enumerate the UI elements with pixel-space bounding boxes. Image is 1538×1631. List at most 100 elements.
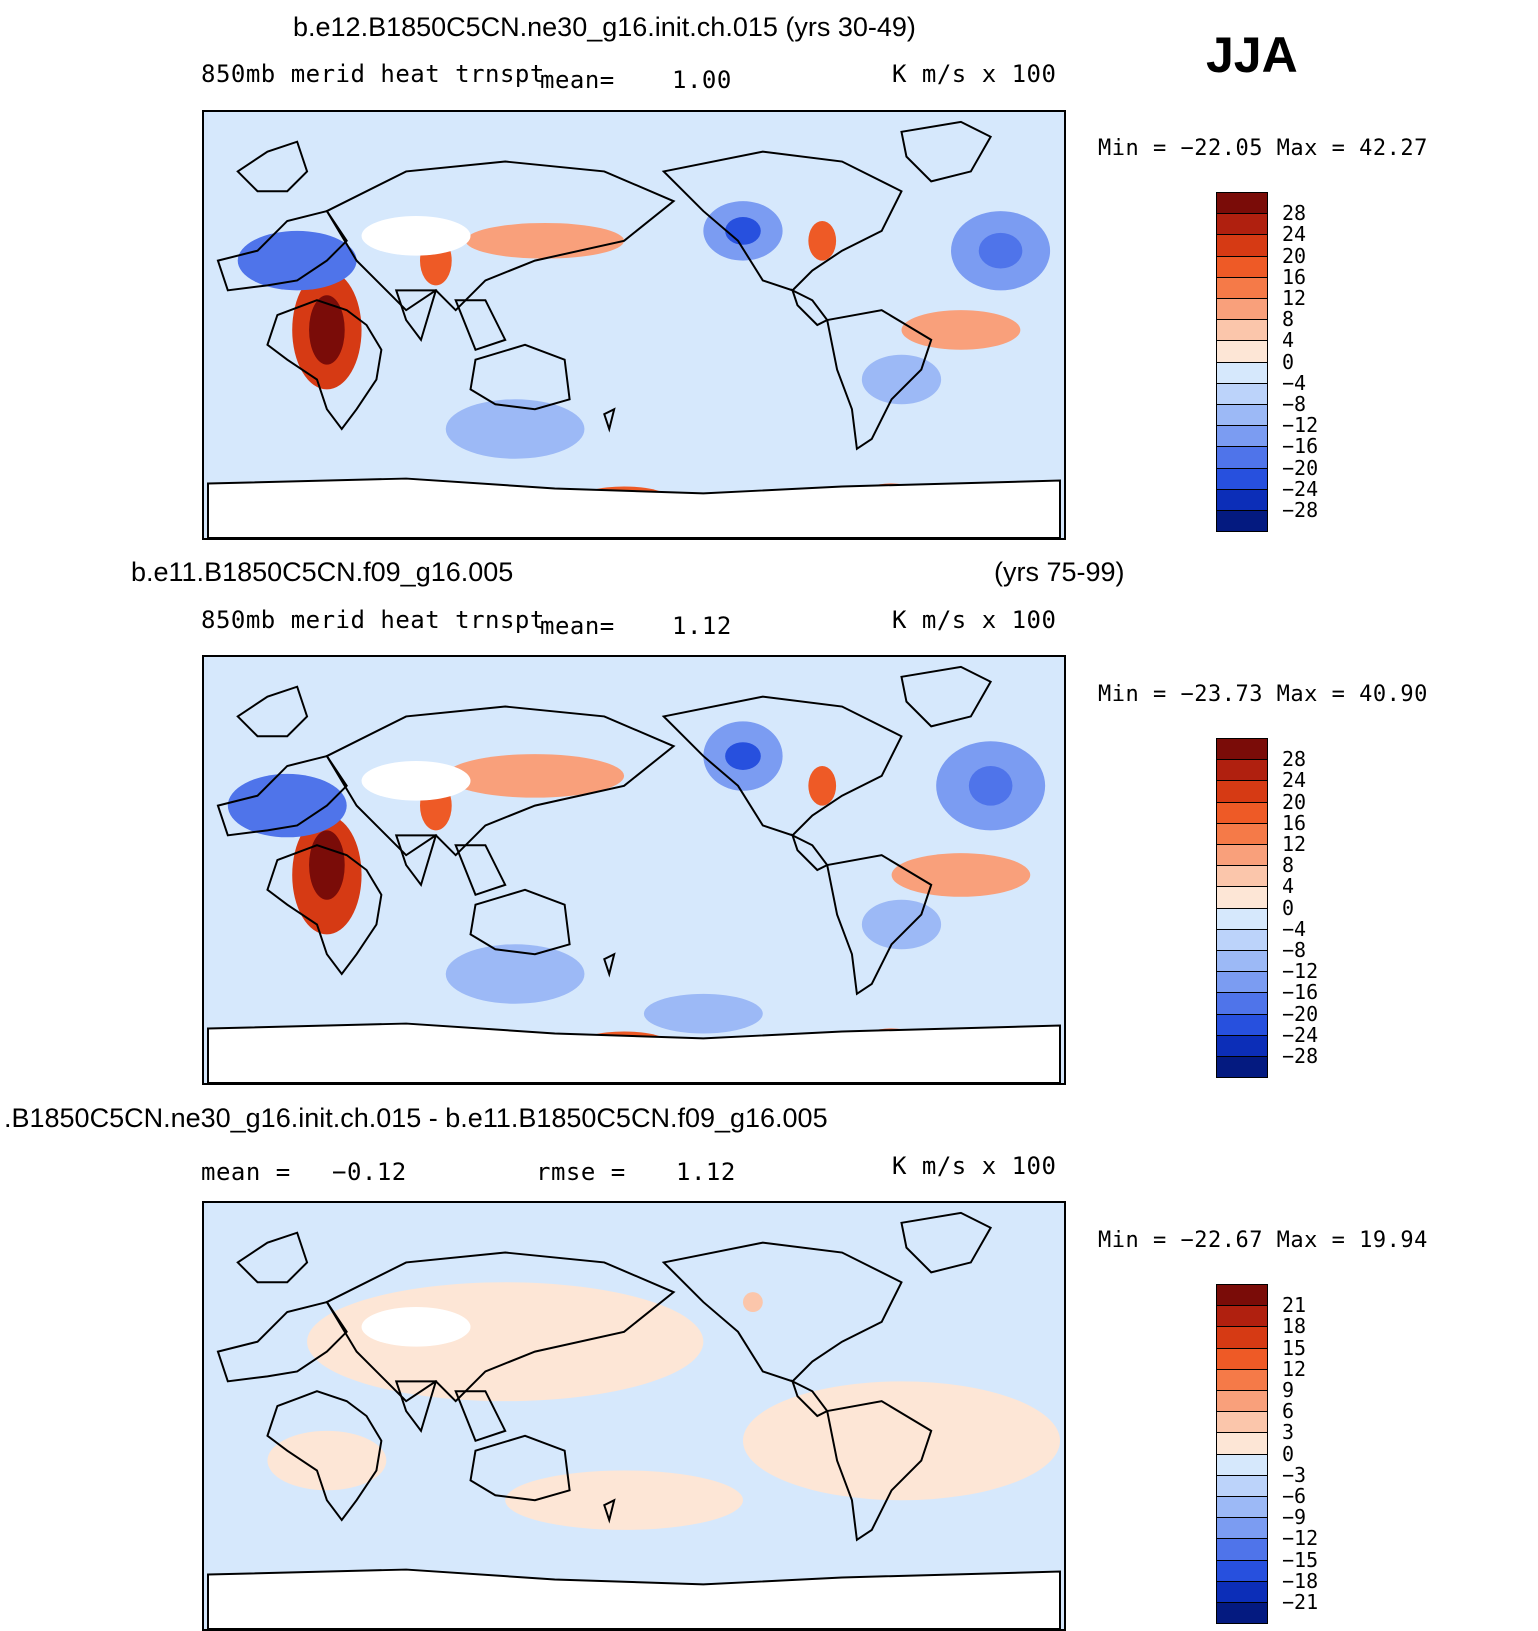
panel-2-mean-value: 1.12: [672, 612, 732, 640]
coastline: [661, 695, 903, 837]
coastline: [394, 289, 438, 343]
coastline: [454, 844, 507, 897]
panel-2-minmax: Min = −23.73 Max = 40.90: [1098, 682, 1428, 707]
colorbar-tick-label: −12: [1282, 1526, 1319, 1551]
contour-region: [861, 899, 942, 950]
coastline: [603, 952, 616, 978]
coastline: [826, 854, 933, 996]
masked-high-terrain: [361, 1307, 471, 1347]
colorbar-tick-label: 9: [1282, 1378, 1295, 1402]
contour-region: [725, 217, 761, 245]
coastline: [790, 833, 829, 872]
contour-region: [227, 773, 347, 838]
contour-region: [742, 1381, 1060, 1501]
panel-3-title: .B1850C5CN.ne30_g16.init.ch.015 - b.e11.…: [4, 1103, 828, 1133]
colorbar-tick-label: −8: [1282, 938, 1307, 962]
colorbar-tick-label: −16: [1282, 434, 1319, 459]
panel-3-rmse-label: rmse =: [536, 1158, 626, 1186]
season-label: JJA: [1206, 27, 1298, 83]
colorbar-swatch: [1216, 319, 1268, 342]
colorbar-tick-label: −4: [1282, 916, 1307, 941]
colorbar-tick-label: −28: [1282, 498, 1319, 522]
colorbar-tick-label: −8: [1282, 392, 1307, 416]
colorbar-tick-label: −18: [1282, 1568, 1319, 1593]
contour-region: [978, 232, 1023, 269]
colorbar-tick-label: 8: [1282, 853, 1295, 878]
colorbar-swatch: [1216, 425, 1268, 448]
masked-high-terrain: [361, 761, 471, 801]
contour-region: [742, 1292, 763, 1312]
colorbar-swatch: [1216, 1474, 1268, 1497]
colorbar-tick-label: −6: [1282, 1484, 1307, 1508]
colorbar-tick-label: 12: [1282, 1356, 1307, 1381]
colorbar-tick-label: −24: [1282, 476, 1319, 501]
colorbar-tick-label: −24: [1282, 1022, 1319, 1047]
colorbar-tick-label: −21: [1282, 1590, 1319, 1614]
colorbar-tick-label: 20: [1282, 243, 1307, 268]
coastline: [325, 705, 676, 857]
colorbar-swatch: [1216, 928, 1268, 951]
panel-3-mean-value: −0.12: [332, 1158, 407, 1186]
contour-region: [505, 1470, 743, 1530]
contour-region: [445, 944, 585, 1004]
panel-1-map: [202, 110, 1066, 540]
colorbar-swatch: [1216, 192, 1268, 215]
colorbar-tick-label: 4: [1282, 328, 1295, 353]
colorbar-swatch: [1216, 1602, 1268, 1625]
colorbar-tick-label: 20: [1282, 789, 1307, 814]
coastline: [236, 685, 309, 738]
colorbar-swatch: [1216, 886, 1268, 909]
contour-region: [307, 1282, 704, 1402]
colorbar-swatch: [1216, 1580, 1268, 1603]
colorbar-swatch: [1216, 404, 1268, 427]
colorbar-tick-label: 24: [1282, 222, 1307, 247]
coastline: [216, 209, 348, 292]
colorbar-tick-label: −20: [1282, 1001, 1319, 1026]
colorbar-swatch: [1216, 865, 1268, 888]
colorbar-swatch: [1216, 844, 1268, 867]
colorbar-tick-label: 8: [1282, 307, 1295, 332]
panel-2-map: [202, 655, 1066, 1085]
colorbar-tick-label: 15: [1282, 1335, 1307, 1360]
colorbar-swatch: [1216, 1326, 1268, 1349]
colorbar-tick-label: −12: [1282, 413, 1319, 438]
coastline: [266, 299, 383, 431]
contour-region: [445, 754, 625, 798]
colorbar-swatch: [1216, 992, 1268, 1015]
colorbar-tick-label: −20: [1282, 455, 1319, 480]
contour-region: [267, 1430, 387, 1491]
colorbar-swatch: [1216, 1284, 1268, 1307]
colorbar-tick-label: 24: [1282, 768, 1307, 793]
colorbar-swatch: [1216, 1368, 1268, 1391]
colorbar-swatch: [1216, 255, 1268, 278]
coastline: [790, 288, 829, 327]
colorbar-swatch: [1216, 1305, 1268, 1328]
colorbar-swatch: [1216, 446, 1268, 469]
coastline: [900, 120, 993, 183]
colorbar-swatch: [1216, 780, 1268, 803]
coastline: [266, 1390, 383, 1522]
coastline: [216, 754, 348, 837]
coastline: [394, 834, 438, 888]
map-canvas: [207, 657, 1061, 1083]
colorbar-tick-label: −12: [1282, 959, 1319, 984]
coastline: [325, 1251, 676, 1403]
panel-2-years: (yrs 75-99): [994, 557, 1125, 587]
coastline: [790, 1379, 829, 1418]
coastline: [266, 844, 383, 976]
colorbar-swatch: [1216, 361, 1268, 384]
coastline: [469, 1434, 571, 1502]
coastline: [454, 1390, 507, 1443]
coastline: [661, 150, 903, 292]
panel-1-units: K m/s x 100: [892, 60, 1057, 88]
contour-region: [445, 399, 585, 459]
contour-region: [861, 354, 942, 405]
colorbar-tick-label: 12: [1282, 286, 1307, 310]
colorbar-swatch: [1216, 382, 1268, 405]
colorbar-swatch: [1216, 738, 1268, 761]
colorbar-swatch: [1216, 1056, 1268, 1079]
colorbar-tick-label: 3: [1282, 1420, 1295, 1445]
coastline: [236, 1231, 309, 1284]
panel-2-field-label: 850mb merid heat trnspt: [201, 606, 545, 634]
panel-3-map: [202, 1201, 1066, 1631]
